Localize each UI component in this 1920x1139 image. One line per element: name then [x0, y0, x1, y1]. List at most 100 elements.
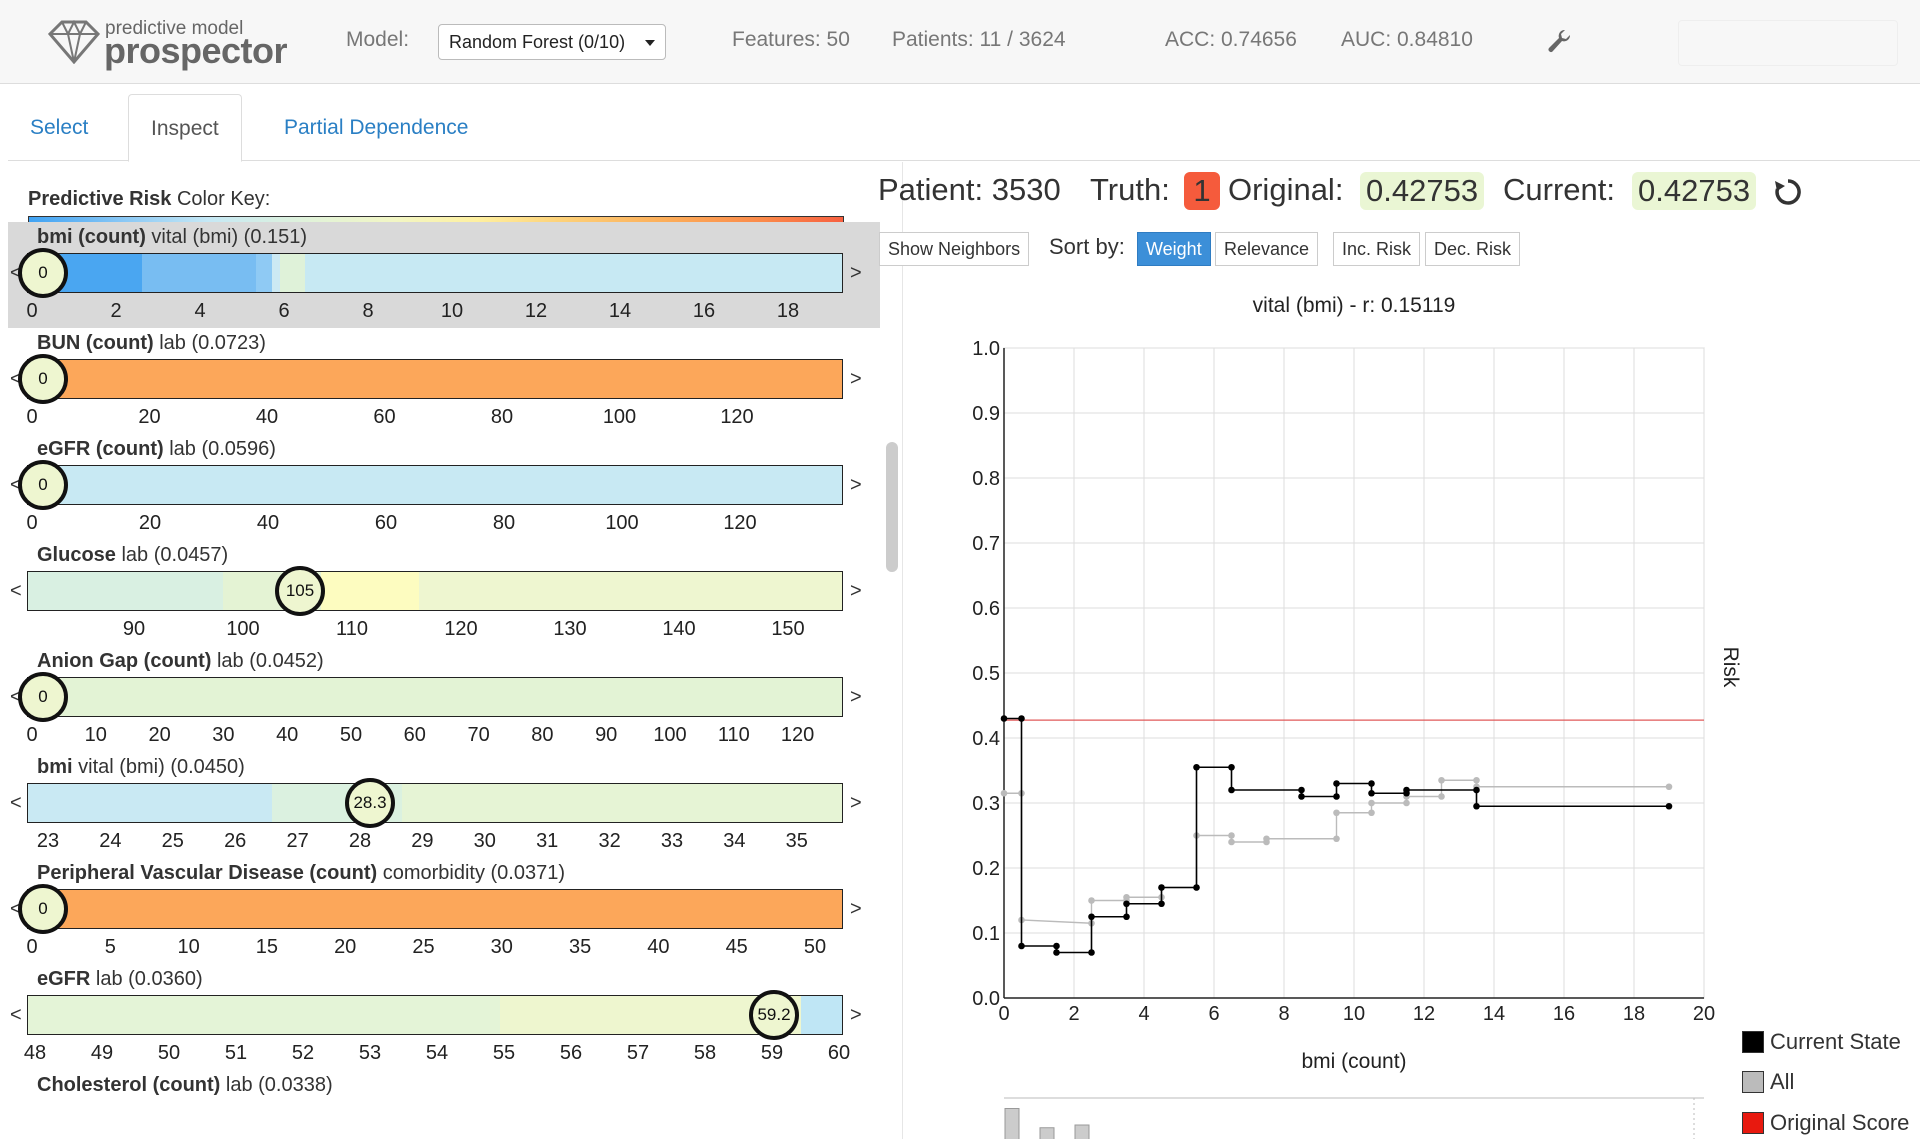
decrease-arrow[interactable]: < — [10, 474, 22, 496]
increase-arrow[interactable]: > — [850, 898, 862, 920]
risk-segment — [418, 572, 842, 610]
tab-inspect[interactable]: Inspect — [128, 94, 242, 162]
wrench-icon[interactable] — [1546, 28, 1572, 54]
all-point — [1368, 809, 1375, 817]
x-tick-label: 6 — [1208, 1003, 1219, 1025]
feature-row[interactable]: Anion Gap (count) lab (0.0452) < >0 0 10 20 30… — [8, 646, 880, 752]
feature-axis-tick: 51 — [224, 1042, 248, 1064]
increase-arrow[interactable]: > — [850, 1004, 862, 1026]
feature-axis-tick: 40 — [255, 406, 279, 428]
current-state-point — [1088, 949, 1095, 956]
feature-row[interactable]: BUN (count) lab (0.0723) < >0 0 20 40 60 80 100 1… — [8, 328, 880, 434]
decrease-arrow[interactable]: < — [10, 262, 22, 284]
histogram-bar — [1004, 1108, 1020, 1139]
feature-axis-tick: 60 — [827, 1042, 851, 1064]
app-header: predictive model prospector Model: Rando… — [0, 0, 1920, 84]
increase-arrow[interactable]: > — [850, 262, 862, 284]
current-state-point — [1053, 949, 1060, 956]
feature-axis-tick: 56 — [559, 1042, 583, 1064]
feature-axis-tick: 20 — [138, 512, 162, 534]
feature-value-handle[interactable]: 0 — [18, 248, 68, 298]
tab-select[interactable]: Select — [8, 94, 110, 162]
legend-original-swatch — [1742, 1112, 1764, 1134]
decrease-arrow[interactable]: < — [10, 686, 22, 708]
sort-dec-risk-button[interactable]: Dec. Risk — [1425, 232, 1521, 266]
feature-risk-bar[interactable] — [27, 253, 843, 293]
feature-axis-tick: 30 — [490, 936, 513, 958]
feature-row[interactable]: Glucose lab (0.0457) < >105 90 100 110 120 130 1… — [8, 540, 880, 646]
reset-icon[interactable] — [1772, 176, 1804, 208]
y-tick-label: 0.5 — [972, 663, 1000, 685]
feature-axis-tick: 80 — [531, 724, 554, 746]
feature-row[interactable]: Peripheral Vascular Disease (count) como… — [8, 858, 880, 964]
acc-value: ACC: 0.74656 — [1165, 28, 1297, 51]
feature-risk-bar[interactable] — [27, 571, 843, 611]
model-select[interactable]: Random Forest (0/10) — [438, 24, 666, 60]
sort-weight-button[interactable]: Weight — [1137, 232, 1211, 266]
decrease-arrow[interactable]: < — [10, 898, 22, 920]
feature-risk-bar[interactable] — [27, 995, 843, 1035]
feature-row[interactable]: eGFR (count) lab (0.0596) < >0 0 20 40 60 80 100… — [8, 434, 880, 540]
feature-axis-tick: 100 — [602, 406, 637, 428]
current-state-point — [1158, 900, 1165, 908]
increase-arrow[interactable]: > — [850, 474, 862, 496]
increase-arrow[interactable]: > — [850, 580, 862, 602]
show-neighbors-button[interactable]: Show Neighbors — [879, 232, 1030, 266]
increase-arrow[interactable]: > — [850, 792, 862, 814]
tab-partial-dependence[interactable]: Partial Dependence — [262, 94, 490, 162]
feature-axis-tick: 23 — [36, 830, 60, 852]
x-tick-label: 14 — [1483, 1003, 1505, 1025]
feature-axis-tick: 54 — [425, 1042, 449, 1064]
feature-risk-bar[interactable] — [27, 359, 843, 399]
feature-name: bmi — [37, 756, 73, 778]
feature-meta: lab (0.0338) — [220, 1074, 333, 1096]
x-tick-label: 8 — [1278, 1003, 1289, 1025]
feature-row[interactable]: bmi vital (bmi) (0.0450) < >28.3 23 24 25 26 27… — [8, 752, 880, 858]
current-state-point — [1000, 715, 1008, 722]
feature-value-handle[interactable]: 59.2 — [749, 990, 799, 1040]
sort-relevance-button[interactable]: Relevance — [1215, 232, 1319, 266]
feature-value-handle[interactable]: 28.3 — [345, 778, 395, 828]
feature-axis-tick: 15 — [255, 936, 279, 958]
feature-name: BUN (count) — [37, 332, 154, 354]
tab-select-label: Select — [30, 116, 89, 139]
feature-axis-tick: 50 — [339, 724, 363, 746]
tab-inspect-label: Inspect — [151, 117, 219, 140]
risk-segment — [801, 996, 842, 1034]
feature-value-handle[interactable]: 105 — [275, 566, 325, 616]
histogram-bar — [1074, 1124, 1090, 1139]
increase-arrow[interactable]: > — [850, 368, 862, 390]
sort-inc-risk-button[interactable]: Inc. Risk — [1333, 232, 1421, 266]
feature-list-scrollbar[interactable] — [886, 442, 898, 572]
patient-id: Patient: 3530 — [878, 172, 1061, 207]
all-point — [1438, 776, 1445, 784]
y-tick-label: 0.0 — [972, 988, 1000, 1010]
feature-value-handle[interactable]: 0 — [18, 460, 68, 510]
decrease-arrow[interactable]: < — [10, 792, 22, 814]
decrease-arrow[interactable]: < — [10, 580, 22, 602]
feature-value-handle[interactable]: 0 — [18, 884, 68, 934]
partial-dependence-chart: 0 2 4 6 8 10 12 14 16 18 20 0.0 0.1 0.2 0.3 0.4 0.5 0.6 0.… — [972, 294, 1740, 1139]
header-search-box[interactable] — [1678, 20, 1898, 66]
truth-badge: 1 — [1184, 172, 1220, 210]
decrease-arrow[interactable]: < — [10, 1004, 22, 1026]
feature-value-handle[interactable]: 0 — [18, 672, 68, 722]
feature-risk-bar[interactable] — [27, 889, 843, 929]
current-state-point — [1123, 913, 1130, 921]
feature-axis-tick: 48 — [23, 1042, 47, 1064]
risk-segment — [141, 254, 256, 292]
sort-by-label: Sort by: — [1049, 234, 1125, 259]
feature-axis-tick: 26 — [224, 830, 247, 852]
feature-row[interactable]: bmi (count) vital (bmi) (0.151) < >0 0 2 4 6 8 1… — [8, 222, 880, 328]
feature-risk-bar[interactable] — [27, 677, 843, 717]
app-logo: predictive model prospector — [48, 18, 288, 71]
feature-risk-bar[interactable] — [27, 783, 843, 823]
feature-row[interactable]: eGFR lab (0.0360) < >59.2 48 49 50 51 52 53 54 55 5… — [8, 964, 880, 1070]
feature-value-handle[interactable]: 0 — [18, 354, 68, 404]
feature-axis-tick: 30 — [473, 830, 496, 852]
feature-row[interactable]: Cholesterol (count) lab (0.0338) — [8, 1070, 880, 1139]
all-point — [1228, 838, 1235, 846]
feature-risk-bar[interactable] — [27, 465, 843, 505]
increase-arrow[interactable]: > — [850, 686, 862, 708]
decrease-arrow[interactable]: < — [10, 368, 22, 390]
